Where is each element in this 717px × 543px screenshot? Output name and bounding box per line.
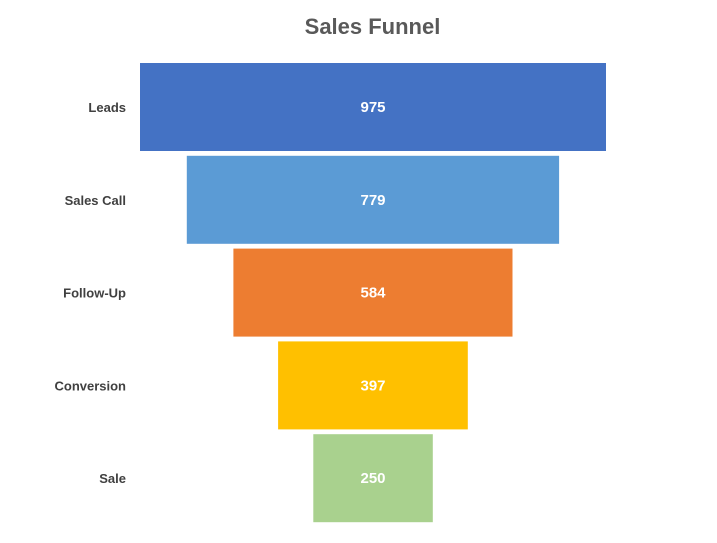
value-label-follow-up: 584 (360, 285, 386, 302)
funnel-bar-follow-up (233, 248, 513, 337)
value-label-leads: 975 (360, 99, 385, 116)
value-label-sale: 250 (360, 470, 385, 487)
funnel-bar-conversion (278, 341, 468, 430)
chart-title: Sales Funnel (304, 14, 441, 39)
funnel-bar-sales-call (186, 155, 560, 244)
funnel-bar-leads (140, 63, 606, 151)
category-label-sales-call: Sales Call (65, 193, 126, 208)
value-label-sales-call: 779 (360, 192, 385, 209)
category-label-sale: Sale (99, 471, 126, 486)
funnel-bar-sale (313, 434, 433, 523)
category-label-conversion: Conversion (54, 378, 126, 393)
category-label-follow-up: Follow-Up (63, 286, 126, 301)
value-label-conversion: 397 (360, 377, 385, 394)
category-label-leads: Leads (88, 100, 126, 115)
